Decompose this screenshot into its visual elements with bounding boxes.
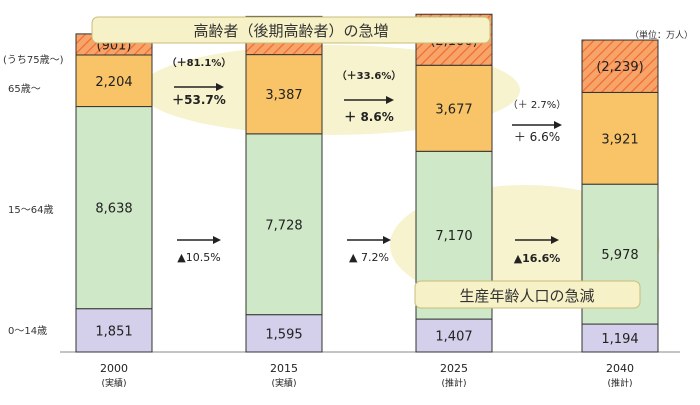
- value-label-over75-2040: (2,239): [596, 60, 643, 75]
- x-tick-note-2040: (推計): [607, 377, 632, 389]
- value-label-working-2000: 8,638: [95, 202, 132, 217]
- bar-elderly-2015: [245, 54, 323, 135]
- change-working-2: ▲16.6%: [514, 252, 561, 265]
- change-annotations: （＋81.1%） ＋53.7% （＋33.6%） ＋ 8.6% （＋ 2.7%） ＋ 6.…: [167, 56, 567, 265]
- arrow-working-2-head: [551, 236, 559, 244]
- value-label-child-2015: 1,595: [265, 327, 302, 342]
- value-label-child-2025: 1,407: [435, 330, 472, 345]
- value-label-working-2025: 7,170: [435, 229, 472, 244]
- unit-label: （単位：万人）: [630, 29, 693, 41]
- arrow-elderly-1-head: [386, 96, 394, 104]
- elderly-title-banner: [91, 16, 491, 44]
- x-tick-note-2015: (実績): [271, 377, 296, 389]
- x-tick-note-2025: (推計): [441, 377, 466, 389]
- value-label-child-2040: 1,194: [601, 332, 638, 347]
- working-title-banner: [414, 280, 641, 309]
- x-tick-note-2000: (実績): [101, 377, 126, 389]
- x-tick-year-2015: 2015: [270, 362, 298, 375]
- change-over75-2: （＋ 2.7%）: [508, 99, 567, 111]
- bar-elderly-2040: [581, 91, 659, 185]
- bar-elderly-2025: [415, 64, 493, 152]
- elderly-title: 高齢者（後期高齢者）の急増: [193, 22, 388, 40]
- bar-child-2000: [75, 308, 153, 353]
- label-child: 0～14歳: [8, 325, 47, 337]
- label-elderly: 65歳～: [8, 83, 41, 95]
- bar-working-2015: [245, 133, 323, 316]
- value-label-elderly-2000: 2,204: [95, 75, 132, 90]
- arrow-working-1-head: [383, 236, 391, 244]
- value-label-elderly-2025: 3,677: [435, 102, 472, 117]
- arrow-elderly-0-head: [216, 83, 224, 91]
- value-label-working-2015: 7,728: [265, 218, 302, 233]
- change-elderly-1: ＋ 8.6%: [344, 110, 393, 124]
- bar-over75-2040: [581, 39, 659, 93]
- label-over75: (うち75歳～): [3, 54, 64, 66]
- x-tick-year-2000: 2000: [100, 362, 128, 375]
- bar-child-2015: [245, 314, 323, 353]
- x-tick-year-2025: 2025: [440, 362, 468, 375]
- change-working-1: ▲ 7.2%: [349, 251, 389, 264]
- bar-child-2025: [415, 318, 493, 353]
- change-elderly-0: ＋53.7%: [172, 93, 226, 107]
- change-elderly-2: ＋ 6.6%: [514, 130, 560, 144]
- arrow-working-0-head: [213, 236, 221, 244]
- value-label-elderly-2040: 3,921: [601, 132, 638, 147]
- change-over75-0: （＋81.1%）: [167, 56, 232, 69]
- value-label-working-2040: 5,978: [601, 248, 638, 263]
- x-tick-year-2040: 2040: [606, 362, 634, 375]
- working-title: 生産年齢人口の急減: [459, 287, 594, 305]
- bar-working-2000: [75, 106, 153, 310]
- value-label-child-2000: 1,851: [95, 324, 132, 339]
- label-working: 15～64歳: [8, 204, 53, 216]
- change-working-0: ▲10.5%: [177, 251, 220, 264]
- change-over75-1: （＋33.6%）: [337, 69, 402, 82]
- value-label-elderly-2015: 3,387: [265, 88, 302, 103]
- arrow-elderly-2-head: [554, 121, 562, 129]
